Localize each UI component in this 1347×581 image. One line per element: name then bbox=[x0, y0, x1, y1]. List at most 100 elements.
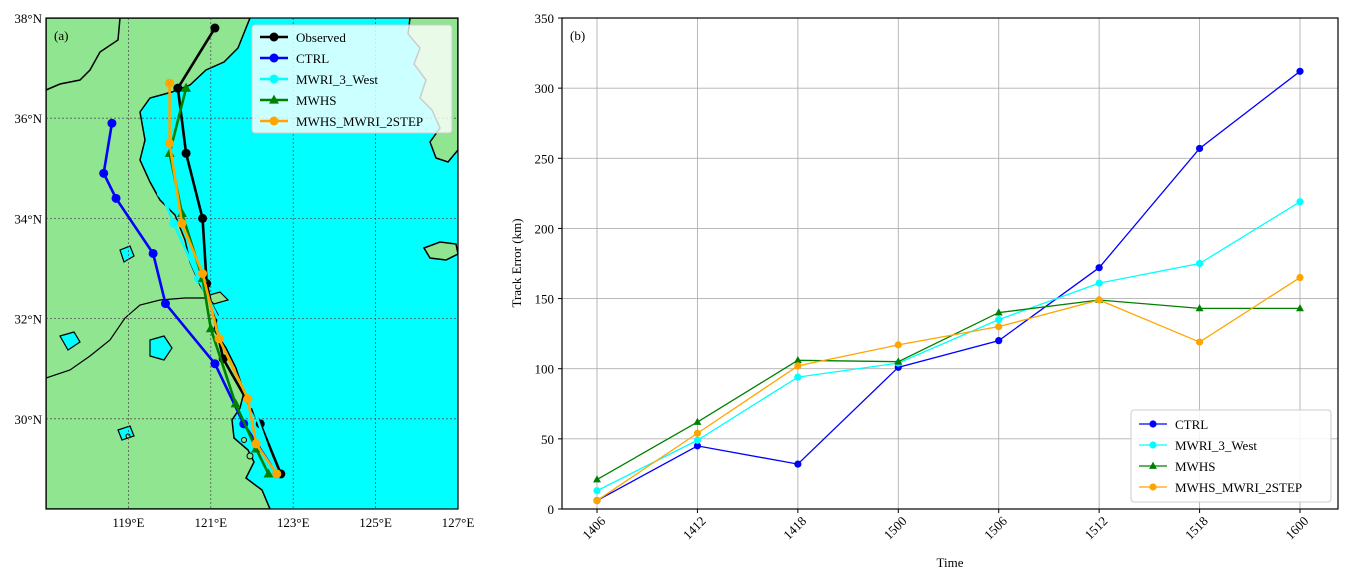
track-point bbox=[230, 398, 241, 408]
river bbox=[46, 297, 206, 379]
data-point bbox=[794, 460, 802, 468]
track-point bbox=[177, 218, 187, 228]
track-point bbox=[173, 83, 183, 93]
line-legend-entry: MWHS bbox=[1139, 459, 1215, 474]
map-legend: Observed CTRL MWRI_3_West MWHS MWHS_MWRI_2ST… bbox=[251, 24, 453, 134]
x-tick-label: 1600 bbox=[1282, 513, 1311, 542]
track-point bbox=[210, 359, 220, 369]
data-point bbox=[1095, 296, 1103, 304]
map-y-tick-label: 36°N bbox=[14, 111, 42, 126]
line-legend-label: MWHS bbox=[1175, 459, 1215, 474]
map-y-tick-label: 38°N bbox=[14, 11, 42, 26]
track-point bbox=[181, 148, 191, 158]
legend-marker bbox=[269, 74, 279, 84]
legend-marker bbox=[1149, 441, 1157, 449]
track-point bbox=[99, 168, 109, 178]
track-point bbox=[210, 23, 220, 33]
map-x-tick-label: 125°E bbox=[359, 515, 392, 530]
island bbox=[246, 452, 254, 460]
legend-marker bbox=[1149, 420, 1157, 428]
track-point bbox=[181, 82, 192, 92]
y-tick-label: 150 bbox=[535, 292, 555, 307]
track-point bbox=[169, 218, 179, 228]
x-tick-label: 1418 bbox=[780, 513, 809, 542]
data-point bbox=[1095, 279, 1103, 287]
data-point bbox=[994, 308, 1003, 316]
data-point bbox=[693, 436, 702, 444]
y-tick-label: 200 bbox=[535, 221, 555, 236]
map-panel-label: (a) bbox=[54, 28, 68, 43]
y-tick-label: 50 bbox=[541, 432, 554, 447]
line-legend-entry: MWRI_3_West bbox=[1139, 438, 1257, 453]
data-point bbox=[1296, 304, 1304, 312]
map-y-tick-label: 30°N bbox=[14, 412, 42, 427]
map-x-ticks: 119°E 121°E 123°E 125°E 127°E bbox=[112, 515, 474, 530]
line-legend-entry: CTRL bbox=[1139, 417, 1208, 432]
series-line bbox=[596, 276, 1301, 502]
x-axis-label: Time bbox=[937, 555, 964, 570]
data-point bbox=[794, 362, 802, 370]
map-x-tick-label: 127°E bbox=[442, 515, 475, 530]
y-tick-label: 250 bbox=[535, 151, 555, 166]
track-point bbox=[218, 324, 228, 334]
track-point bbox=[251, 439, 261, 449]
series-line bbox=[596, 299, 1300, 481]
map-legend-entry: MWHS bbox=[260, 93, 336, 108]
lake bbox=[59, 331, 81, 351]
lake bbox=[119, 245, 135, 263]
x-tick-label: 1512 bbox=[1081, 513, 1110, 542]
track-point bbox=[107, 118, 117, 128]
line-panel: (b) 0 50 100 150 200 250 300 350 1406 1412 1418 15… bbox=[509, 11, 1339, 570]
data-point bbox=[1195, 144, 1204, 153]
line-x-ticks: 1406 1412 1418 1500 1506 1512 1518 1600 bbox=[579, 509, 1311, 542]
jeju bbox=[422, 241, 458, 261]
x-tick-label: 1500 bbox=[881, 513, 910, 542]
track-point bbox=[263, 468, 274, 478]
track-point bbox=[165, 78, 175, 88]
track-point bbox=[243, 394, 253, 404]
x-tick-label: 1406 bbox=[579, 513, 608, 542]
line-series bbox=[593, 67, 1304, 505]
data-point bbox=[693, 417, 702, 425]
map-legend-box bbox=[251, 24, 453, 134]
track-point bbox=[165, 138, 175, 148]
x-tick-label: 1412 bbox=[680, 513, 709, 542]
legend-marker bbox=[1149, 483, 1157, 491]
x-tick-label: 1518 bbox=[1182, 513, 1211, 542]
data-point bbox=[593, 496, 601, 505]
map-land bbox=[46, 18, 458, 509]
series-line bbox=[596, 201, 1301, 492]
y-tick-label: 100 bbox=[535, 362, 555, 377]
track-point bbox=[198, 213, 208, 223]
track-line bbox=[168, 83, 278, 475]
data-point bbox=[593, 487, 601, 495]
data-point bbox=[794, 373, 802, 381]
line-panel-label: (b) bbox=[570, 28, 585, 43]
y-tick-label: 0 bbox=[548, 502, 555, 517]
line-legend-label: MWHS_MWRI_2STEP bbox=[1175, 480, 1302, 495]
north-land bbox=[46, 18, 121, 91]
data-point bbox=[593, 475, 601, 483]
legend-marker bbox=[269, 32, 279, 42]
line-legend-entry: MWHS_MWRI_2STEP bbox=[1139, 480, 1302, 495]
legend-marker bbox=[269, 53, 279, 63]
x-tick-label: 1506 bbox=[981, 513, 1010, 542]
y-axis-label: Track Error (km) bbox=[509, 218, 524, 307]
y-tick-label: 350 bbox=[535, 11, 555, 26]
track-point bbox=[198, 269, 208, 279]
plot-frame bbox=[561, 17, 1339, 510]
track-point bbox=[111, 193, 121, 203]
track-point bbox=[214, 334, 224, 344]
legend-marker bbox=[269, 116, 279, 126]
data-point bbox=[1195, 259, 1204, 268]
track-point bbox=[160, 299, 170, 309]
series-line bbox=[596, 70, 1301, 502]
track-point bbox=[272, 469, 282, 479]
data-point bbox=[793, 355, 802, 364]
track-point bbox=[152, 98, 162, 108]
map-legend-entry: MWRI_3_West bbox=[260, 72, 378, 87]
map-legend-label: Observed bbox=[296, 30, 346, 45]
map-frame bbox=[45, 17, 459, 510]
map-x-tick-label: 123°E bbox=[277, 515, 310, 530]
series-MWHS_MWRI_2STEP bbox=[593, 273, 1304, 505]
